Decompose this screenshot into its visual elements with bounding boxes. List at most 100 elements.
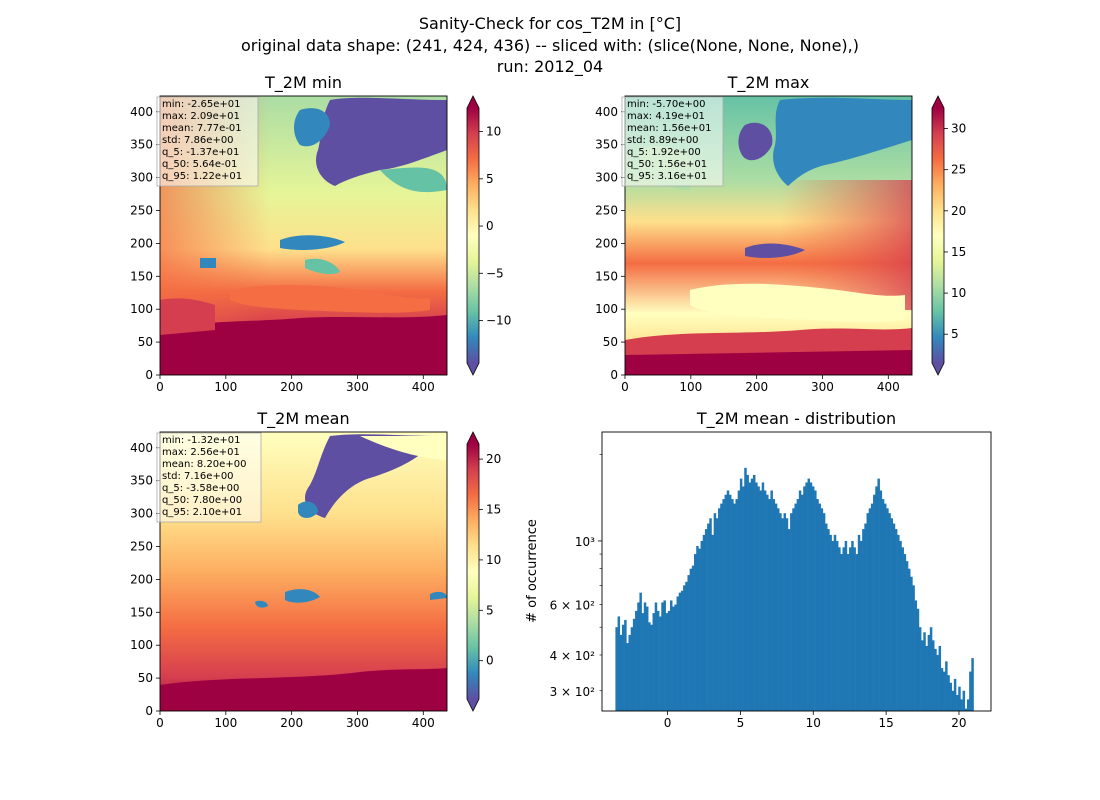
x-axis: 0 5 10 15 20 (664, 711, 967, 730)
y-tick-label: 300 (130, 507, 153, 521)
x-axis: 0 100 200 300 400 (621, 375, 900, 394)
stats-line: mean: 8.20e+00 (162, 459, 246, 470)
histogram-bar (857, 534, 861, 711)
y-tick-label: 50 (603, 335, 618, 349)
stats-line: std: 8.89e+00 (627, 135, 699, 146)
histogram-bar (742, 486, 745, 711)
histogram-bar (936, 654, 939, 711)
colorbar-tick-label: 15 (951, 245, 966, 259)
histogram-bar (656, 610, 660, 711)
stats-line: max: 2.09e+01 (162, 111, 240, 122)
figure-suptitle: Sanity-Check for cos_T2M in [°C] origina… (241, 14, 859, 77)
histogram-bar (783, 513, 787, 711)
histogram-bar (733, 503, 736, 711)
histogram-bar (929, 627, 933, 711)
stats-line: q_95: 3.16e+01 (627, 171, 707, 182)
histogram-bar (779, 513, 782, 711)
histogram-bar (661, 602, 664, 711)
histogram-bar (643, 602, 647, 711)
histogram-bar (757, 486, 760, 711)
histogram-bar (942, 671, 946, 711)
histogram-bar (665, 613, 669, 711)
histogram-bar (735, 499, 738, 711)
histogram-bar (790, 513, 793, 711)
y-tick-label: 100 (130, 302, 153, 316)
histogram-bar (820, 508, 824, 711)
histogram-bar (822, 513, 826, 711)
stats-line: std: 7.86e+00 (162, 135, 234, 146)
y-tick-label: 200 (130, 236, 153, 250)
x-axis: 0 100 200 300 400 (156, 375, 435, 394)
x-axis: 0 100 200 300 400 (156, 711, 435, 730)
histogram-bar (704, 529, 708, 711)
histogram-bar (801, 494, 804, 711)
stats-line: q_50: 5.64e-01 (162, 159, 237, 170)
histogram-bar (680, 590, 684, 711)
y-tick-label: 0 (145, 704, 153, 718)
histogram-bar (864, 523, 867, 711)
histogram-bar (641, 613, 645, 711)
x-tick-label: 400 (877, 380, 900, 394)
colorbar-tick-label: 5 (486, 603, 494, 617)
histogram-bar (835, 540, 839, 711)
histogram-bar (949, 682, 952, 711)
colorbar: 5 10 15 20 25 30 (931, 95, 966, 376)
y-tick-label: 100 (130, 638, 153, 652)
histogram-bar (628, 634, 631, 711)
histogram-bar (763, 490, 767, 711)
histogram-bar (663, 600, 666, 711)
x-tick-label: 400 (412, 716, 435, 730)
histogram-bar (678, 592, 682, 711)
histogram-bar (921, 640, 924, 711)
histogram-bar (849, 547, 852, 711)
histogram-bar (803, 486, 806, 711)
x-tick-label: 0 (156, 380, 164, 394)
histogram-bar (838, 547, 841, 711)
histogram-bar (966, 699, 970, 711)
histogram-bar (635, 610, 638, 711)
histogram-bar (674, 604, 677, 711)
stats-line: q_5: -1.37e+01 (162, 147, 239, 158)
histogram-bar (875, 486, 878, 711)
colorbar: 0 5 10 15 20 (466, 431, 501, 712)
histogram-bar (868, 508, 872, 711)
histogram-bar (811, 486, 815, 711)
histogram-bar (879, 490, 883, 711)
histogram-bar (685, 581, 688, 711)
x-tick-label: 300 (811, 380, 834, 394)
histogram-bar (648, 622, 651, 711)
histogram-bar (814, 490, 817, 711)
histogram-bar (621, 624, 625, 711)
y-tick-label: 50 (138, 335, 153, 349)
stats-line: std: 7.16e+00 (162, 471, 234, 482)
histogram-bar (698, 548, 701, 711)
histogram-bar (851, 540, 854, 711)
stats-line: mean: 1.56e+01 (627, 123, 711, 134)
histogram-bar (825, 523, 828, 711)
histogram-bar (707, 523, 710, 711)
y-tick-label: 350 (130, 474, 153, 488)
y-tick-label: 400 (595, 105, 618, 119)
x-tick-label: 200 (280, 716, 303, 730)
histogram-bar (794, 503, 797, 711)
histogram-bar (715, 518, 719, 711)
colorbar-tick-label: 20 (951, 204, 966, 218)
y-tick-label: 50 (138, 671, 153, 685)
stats-line: max: 4.19e+01 (627, 111, 705, 122)
histogram-bar (914, 600, 918, 711)
histogram-bar (781, 518, 784, 711)
histogram-bar (722, 499, 725, 711)
histogram-bar (890, 518, 894, 711)
histogram-bar (720, 503, 723, 711)
histogram-bar (744, 467, 747, 711)
panel-title: T_2M mean - distribution (696, 409, 896, 429)
histogram-bar (726, 490, 730, 711)
stats-line: q_50: 7.80e+00 (162, 495, 242, 506)
x-tick-label: 400 (412, 380, 435, 394)
colorbar-tick-label: −10 (486, 314, 511, 328)
histogram-bar (702, 534, 706, 711)
y-tick-label: 100 (595, 302, 618, 316)
panel-title: T_2M min (264, 73, 342, 93)
histogram-bar (883, 503, 887, 711)
histogram-bar (971, 658, 974, 711)
